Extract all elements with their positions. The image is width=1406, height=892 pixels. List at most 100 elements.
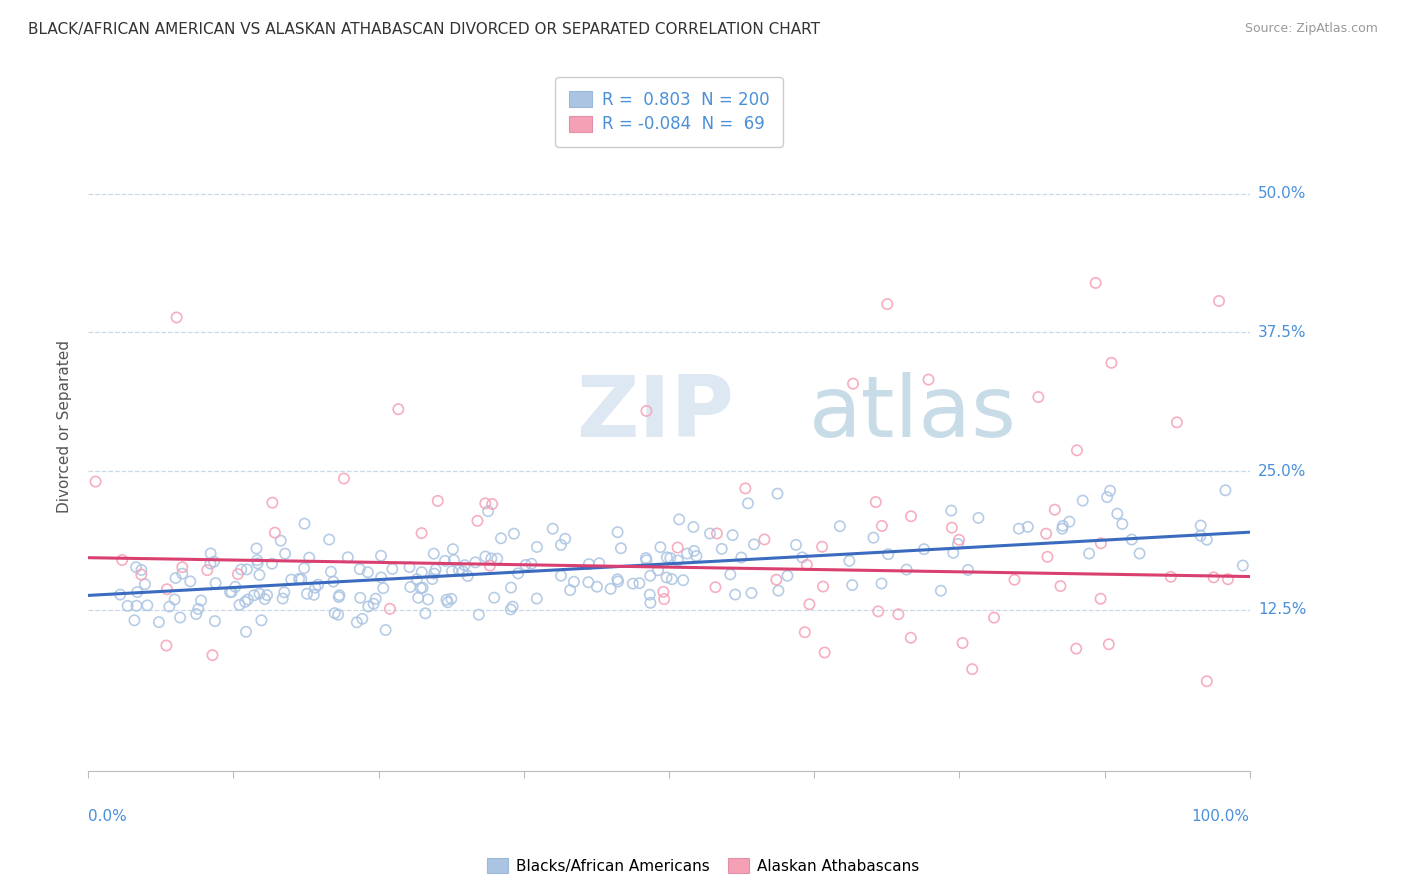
- Point: [1160, 570, 1182, 584]
- Point: [740, 586, 762, 600]
- Point: [1078, 547, 1101, 561]
- Point: [352, 612, 374, 626]
- Text: atlas: atlas: [808, 371, 1017, 455]
- Point: [607, 574, 630, 589]
- Point: [1043, 502, 1066, 516]
- Point: [481, 497, 503, 511]
- Point: [737, 496, 759, 510]
- Point: [302, 588, 325, 602]
- Point: [1017, 520, 1039, 534]
- Point: [876, 297, 898, 311]
- Point: [655, 570, 678, 584]
- Point: [129, 567, 152, 582]
- Point: [1166, 415, 1188, 429]
- Point: [793, 625, 815, 640]
- Point: [374, 623, 396, 637]
- Point: [1050, 522, 1073, 536]
- Point: [842, 376, 865, 391]
- Point: [862, 531, 884, 545]
- Point: [155, 639, 177, 653]
- Point: [877, 547, 900, 561]
- Point: [264, 525, 287, 540]
- Point: [298, 550, 321, 565]
- Point: [399, 580, 422, 594]
- Point: [1004, 573, 1026, 587]
- Point: [236, 562, 259, 576]
- Point: [647, 563, 669, 577]
- Point: [398, 560, 420, 574]
- Point: [204, 614, 226, 628]
- Point: [420, 572, 443, 586]
- Point: [672, 573, 695, 587]
- Point: [426, 494, 449, 508]
- Point: [734, 482, 756, 496]
- Point: [1189, 529, 1212, 543]
- Point: [457, 569, 479, 583]
- Text: 37.5%: 37.5%: [1258, 325, 1306, 340]
- Point: [776, 568, 799, 582]
- Point: [1095, 490, 1118, 504]
- Point: [131, 563, 153, 577]
- Point: [441, 542, 464, 557]
- Point: [730, 550, 752, 565]
- Text: 12.5%: 12.5%: [1258, 602, 1306, 617]
- Legend: R =  0.803  N = 200, R = -0.084  N =  69: R = 0.803 N = 200, R = -0.084 N = 69: [555, 78, 783, 147]
- Point: [226, 567, 249, 582]
- Point: [1049, 579, 1071, 593]
- Point: [221, 585, 243, 599]
- Point: [550, 568, 572, 582]
- Point: [1189, 518, 1212, 533]
- Point: [562, 574, 585, 589]
- Point: [1064, 641, 1087, 656]
- Point: [253, 592, 276, 607]
- Point: [841, 578, 863, 592]
- Point: [124, 613, 146, 627]
- Point: [634, 551, 657, 566]
- Point: [983, 610, 1005, 624]
- Point: [451, 565, 474, 579]
- Point: [1202, 570, 1225, 584]
- Point: [292, 561, 315, 575]
- Point: [172, 566, 194, 581]
- Point: [941, 521, 963, 535]
- Point: [411, 526, 433, 541]
- Point: [636, 404, 658, 418]
- Point: [506, 566, 529, 581]
- Point: [870, 576, 893, 591]
- Point: [900, 509, 922, 524]
- Point: [201, 648, 224, 662]
- Point: [319, 565, 342, 579]
- Point: [946, 537, 969, 551]
- Point: [406, 572, 429, 586]
- Point: [652, 592, 675, 607]
- Point: [766, 486, 789, 500]
- Text: 0.0%: 0.0%: [89, 808, 127, 823]
- Point: [1128, 546, 1150, 560]
- Point: [464, 555, 486, 569]
- Point: [440, 591, 463, 606]
- Point: [652, 584, 675, 599]
- Point: [246, 553, 269, 567]
- Point: [108, 588, 131, 602]
- Point: [912, 542, 935, 557]
- Point: [1090, 591, 1112, 606]
- Point: [683, 544, 706, 558]
- Point: [172, 560, 194, 574]
- Point: [710, 541, 733, 556]
- Point: [718, 567, 741, 582]
- Point: [416, 592, 439, 607]
- Point: [640, 596, 662, 610]
- Point: [1195, 533, 1218, 547]
- Point: [190, 593, 212, 607]
- Point: [294, 516, 316, 531]
- Legend: Blacks/African Americans, Alaskan Athabascans: Blacks/African Americans, Alaskan Athaba…: [481, 852, 925, 880]
- Point: [676, 547, 699, 561]
- Point: [1071, 493, 1094, 508]
- Point: [156, 582, 179, 597]
- Point: [1121, 533, 1143, 547]
- Point: [586, 580, 609, 594]
- Point: [411, 565, 433, 579]
- Point: [381, 562, 404, 576]
- Point: [323, 606, 346, 620]
- Point: [202, 555, 225, 569]
